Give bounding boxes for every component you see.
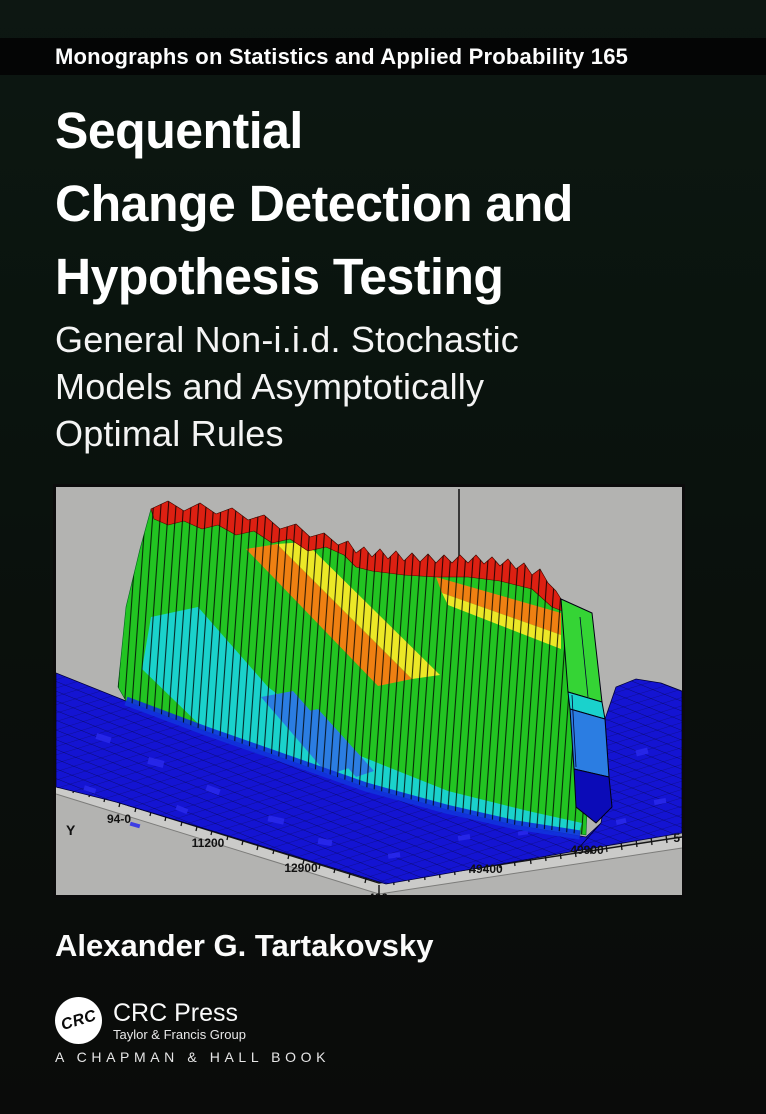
series-title: Monographs on Statistics and Applied Pro… xyxy=(55,43,629,69)
publisher-name: CRC Press xyxy=(113,998,239,1027)
imprint-line: A CHAPMAN & HALL BOOK xyxy=(55,1049,331,1065)
plain-highlight-facets xyxy=(83,732,667,859)
subtitle-line-2: Models and Asymptotically xyxy=(55,366,485,407)
book-title: Sequential Change Detection and Hypothes… xyxy=(55,94,573,313)
publisher-group: Taylor & Francis Group xyxy=(113,1026,246,1042)
left-tick-2: 11200 xyxy=(192,836,225,850)
right-tick-1: 49400 xyxy=(469,862,503,876)
title-line-3: Hypothesis Testing xyxy=(55,248,504,305)
surface-plot-figure: Y 94-0 11200 12900 49400 49900 5 400 xyxy=(53,484,685,898)
crc-logo-icon: CRC xyxy=(55,997,102,1044)
axis-tick-labels: Y 94-0 11200 12900 49400 49900 5 400 xyxy=(66,812,680,895)
right-tick-3: 5 xyxy=(673,831,680,845)
subtitle-line-1: General Non-i.i.d. Stochastic xyxy=(55,319,520,360)
series-band: Monographs on Statistics and Applied Pro… xyxy=(0,38,766,75)
bottom-partial-tick: 400 xyxy=(368,891,388,895)
author-name: Alexander G. Tartakovsky xyxy=(55,928,434,963)
publisher-text: CRC Press Taylor & Francis Group xyxy=(113,1000,246,1042)
crc-monogram: CRC xyxy=(58,1007,99,1035)
ridge-surface xyxy=(117,500,589,840)
surface-plot-svg: Y 94-0 11200 12900 49400 49900 5 400 xyxy=(56,487,682,895)
subtitle-line-3: Optimal Rules xyxy=(55,413,284,454)
publisher-logo-block: CRC CRC Press Taylor & Francis Group xyxy=(55,997,246,1044)
title-line-2: Change Detection and xyxy=(55,175,573,232)
title-line-1: Sequential xyxy=(55,102,303,159)
book-subtitle: General Non-i.i.d. Stochastic Models and… xyxy=(55,316,519,457)
left-tick-1: 94-0 xyxy=(107,812,131,826)
cliff-facets xyxy=(560,598,613,824)
right-tick-2: 49900 xyxy=(570,843,604,857)
left-tick-3: 12900 xyxy=(284,861,318,875)
y-axis-label: Y xyxy=(66,822,76,838)
